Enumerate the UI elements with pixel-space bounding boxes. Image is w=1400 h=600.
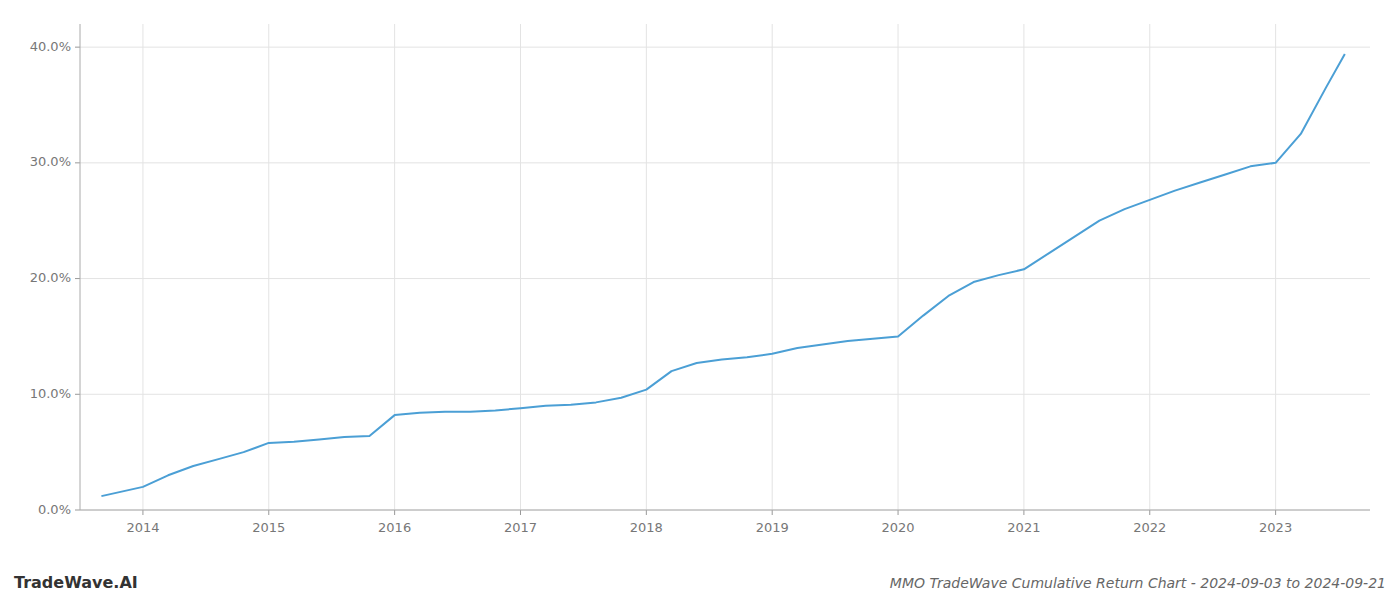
- x-grid-line: [898, 24, 899, 510]
- y-grid-line: [80, 47, 1370, 48]
- x-tick-label: 2017: [504, 520, 537, 535]
- y-tick: [75, 162, 80, 163]
- x-tick-label: 2020: [882, 520, 915, 535]
- x-tick: [1023, 510, 1024, 515]
- x-tick-label: 2015: [252, 520, 285, 535]
- x-grid-line: [1149, 24, 1150, 510]
- x-tick-label: 2016: [378, 520, 411, 535]
- x-tick: [898, 510, 899, 515]
- x-grid-line: [142, 24, 143, 510]
- y-grid-line: [80, 278, 1370, 279]
- x-tick: [1149, 510, 1150, 515]
- axes: 0.0% 10.0% 20.0% 30.0% 40.0% 2014 2015 2016 2017…: [30, 24, 1370, 535]
- x-tick-label: 2019: [756, 520, 789, 535]
- y-tick-label: 10.0%: [30, 386, 71, 401]
- return-line: [101, 54, 1344, 496]
- y-tick-label: 40.0%: [30, 39, 71, 54]
- y-tick: [75, 510, 80, 511]
- x-grid-line: [772, 24, 773, 510]
- x-grid-line: [394, 24, 395, 510]
- x-axis-line: [80, 510, 1370, 511]
- chart: 0.0% 10.0% 20.0% 30.0% 40.0% 2014 2015 2016 2017…: [0, 0, 1400, 600]
- watermark: TradeWave.AI: [14, 573, 138, 592]
- x-tick-label: 2014: [126, 520, 159, 535]
- title: MMO TradeWave Cumulative Return Chart - …: [890, 575, 1386, 591]
- y-tick-label: 30.0%: [30, 154, 71, 169]
- grid: [80, 24, 1370, 510]
- x-tick: [142, 510, 143, 515]
- x-tick: [1275, 510, 1276, 515]
- y-tick: [75, 47, 80, 48]
- x-grid-line: [1023, 24, 1024, 510]
- y-tick: [75, 278, 80, 279]
- x-tick-label: 2022: [1133, 520, 1166, 535]
- y-grid-line: [80, 162, 1370, 163]
- x-grid-line: [646, 24, 647, 510]
- x-tick: [772, 510, 773, 515]
- x-tick-label: 2023: [1259, 520, 1292, 535]
- x-grid-line: [520, 24, 521, 510]
- y-grid-line: [80, 510, 1370, 511]
- x-tick: [520, 510, 521, 515]
- y-axis-line: [80, 24, 81, 510]
- plot-area: [101, 54, 1344, 496]
- x-tick-label: 2021: [1007, 520, 1040, 535]
- y-tick-label: 0.0%: [38, 502, 71, 517]
- x-tick-label: 2018: [630, 520, 663, 535]
- x-grid-line: [268, 24, 269, 510]
- y-tick: [75, 394, 80, 395]
- y-tick-label: 20.0%: [30, 270, 71, 285]
- y-grid-line: [80, 394, 1370, 395]
- x-tick: [646, 510, 647, 515]
- x-grid-line: [1275, 24, 1276, 510]
- x-tick: [268, 510, 269, 515]
- x-tick: [394, 510, 395, 515]
